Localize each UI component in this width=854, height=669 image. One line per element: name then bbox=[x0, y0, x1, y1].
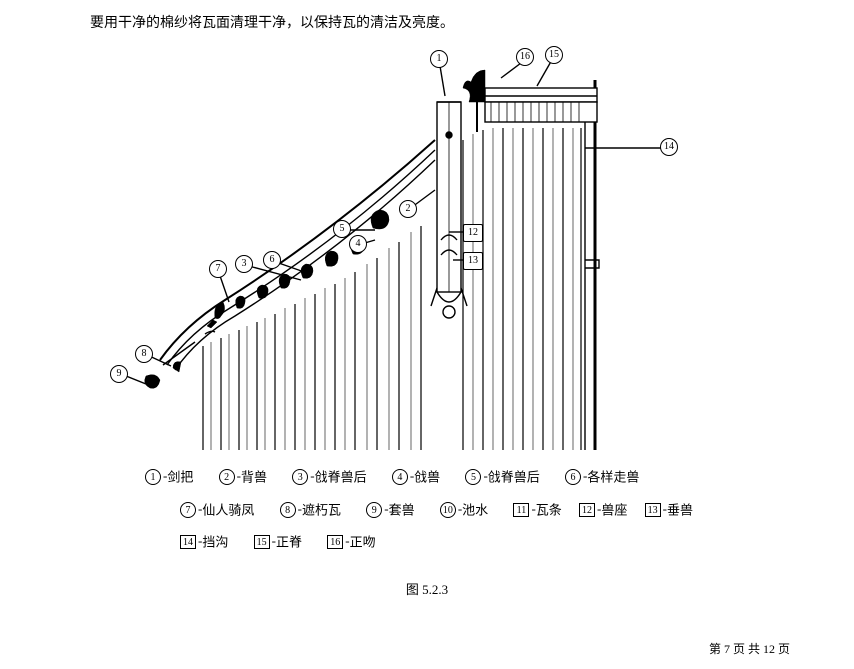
legend-num: 11 bbox=[513, 503, 529, 517]
legend-num: 5 bbox=[465, 469, 481, 485]
roof-diagram: 1 2 3 4 5 6 7 8 9 14 15 16 12 13 bbox=[105, 40, 685, 450]
legend-num: 7 bbox=[180, 502, 196, 518]
callout-4: 4 bbox=[349, 235, 367, 253]
body-text: 要用干净的棉纱将瓦面清理干净，以保持瓦的清洁及亮度。 bbox=[90, 12, 454, 32]
legend-text: 背兽 bbox=[241, 469, 267, 484]
legend-text: 戗脊兽后 bbox=[315, 469, 367, 484]
legend-text: 兽座 bbox=[601, 502, 627, 517]
roof-svg bbox=[105, 40, 685, 450]
legend-num: 16 bbox=[327, 535, 343, 549]
callout-7: 7 bbox=[209, 260, 227, 278]
legend-text: 正吻 bbox=[350, 535, 376, 550]
legend-row-1: 1-剑把 2-背兽 3-戗脊兽后 4-戗兽 5-戗脊兽后 6-各样走兽 bbox=[145, 460, 745, 493]
callout-3: 3 bbox=[235, 255, 253, 273]
callout-2: 2 bbox=[399, 200, 417, 218]
legend-row-2: 7-仙人骑凤 8-遮朽瓦 9-套兽 10-池水 11-瓦条 12-兽座 13-垂… bbox=[145, 493, 745, 526]
legend-num: 13 bbox=[645, 503, 661, 517]
legend-text: 剑把 bbox=[167, 469, 193, 484]
legend-num: 8 bbox=[280, 502, 296, 518]
legend-text: 池水 bbox=[462, 502, 488, 517]
legend-text: 正脊 bbox=[276, 535, 302, 550]
callout-13: 13 bbox=[463, 252, 483, 270]
callout-14: 14 bbox=[660, 138, 678, 156]
legend-text: 垂兽 bbox=[667, 502, 693, 517]
legend-text: 套兽 bbox=[389, 502, 415, 517]
legend-text: 各样走兽 bbox=[587, 469, 639, 484]
callout-15: 15 bbox=[545, 46, 563, 64]
legend-text: 戗脊兽后 bbox=[488, 469, 540, 484]
legend-row-3: 14-挡沟 15-正脊 16-正吻 bbox=[145, 525, 745, 558]
legend-text: 挡沟 bbox=[202, 535, 228, 550]
callout-1: 1 bbox=[430, 50, 448, 68]
callout-16: 16 bbox=[516, 48, 534, 66]
legend-num: 14 bbox=[180, 535, 196, 549]
legend-num: 12 bbox=[579, 503, 595, 517]
page-footer: 第 7 页 共 12 页 bbox=[709, 640, 790, 657]
figure-caption: 图 5.2.3 bbox=[0, 579, 854, 598]
callout-12: 12 bbox=[463, 224, 483, 242]
callout-8: 8 bbox=[135, 345, 153, 363]
legend-num: 9 bbox=[366, 502, 382, 518]
legend-num: 10 bbox=[440, 502, 456, 518]
callout-5: 5 bbox=[333, 220, 351, 238]
legend-text: 瓦条 bbox=[536, 502, 562, 517]
legend-text: 戗兽 bbox=[414, 469, 440, 484]
legend-text: 遮朽瓦 bbox=[302, 502, 341, 517]
legend-num: 4 bbox=[392, 469, 408, 485]
legend: 1-剑把 2-背兽 3-戗脊兽后 4-戗兽 5-戗脊兽后 6-各样走兽 7-仙人… bbox=[145, 460, 745, 558]
callout-9: 9 bbox=[110, 365, 128, 383]
legend-num: 3 bbox=[292, 469, 308, 485]
legend-num: 2 bbox=[219, 469, 235, 485]
legend-num: 1 bbox=[145, 469, 161, 485]
legend-num: 15 bbox=[254, 535, 270, 549]
legend-num: 6 bbox=[565, 469, 581, 485]
callout-6: 6 bbox=[263, 251, 281, 269]
legend-text: 仙人骑凤 bbox=[202, 502, 254, 517]
